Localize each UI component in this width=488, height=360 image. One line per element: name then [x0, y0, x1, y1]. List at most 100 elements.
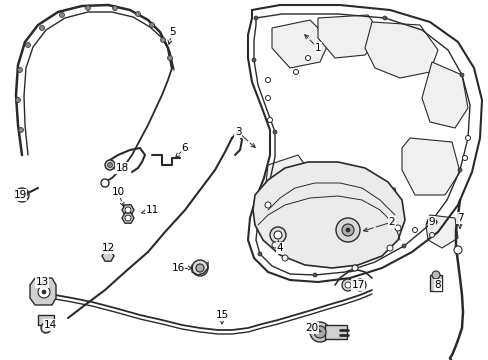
Circle shape [261, 198, 264, 202]
Circle shape [309, 322, 329, 342]
Text: 7: 7 [456, 213, 462, 223]
Circle shape [431, 271, 439, 279]
Circle shape [341, 279, 353, 291]
Circle shape [453, 246, 461, 254]
Circle shape [345, 282, 350, 288]
Text: 18: 18 [115, 163, 128, 173]
Circle shape [375, 246, 380, 251]
Polygon shape [122, 213, 134, 223]
Bar [38, 315, 54, 325]
Polygon shape [122, 205, 134, 215]
Circle shape [105, 245, 111, 251]
Circle shape [465, 135, 469, 140]
Polygon shape [421, 62, 467, 128]
Polygon shape [426, 218, 436, 226]
Text: 9: 9 [428, 217, 434, 227]
Circle shape [42, 290, 46, 294]
Circle shape [359, 246, 364, 251]
Bar [429, 275, 441, 291]
Circle shape [196, 264, 203, 272]
Circle shape [192, 260, 207, 276]
Circle shape [346, 228, 349, 232]
Circle shape [18, 68, 22, 72]
Circle shape [462, 156, 467, 161]
Circle shape [394, 225, 400, 231]
Text: 13: 13 [35, 277, 48, 287]
Text: 16: 16 [171, 263, 184, 273]
Polygon shape [102, 251, 114, 261]
Circle shape [19, 127, 23, 132]
Circle shape [351, 265, 357, 271]
Circle shape [125, 215, 131, 221]
Bar [325, 325, 346, 339]
Circle shape [40, 26, 44, 31]
Text: 14: 14 [43, 320, 57, 330]
Text: 4: 4 [276, 243, 283, 253]
Circle shape [41, 323, 51, 333]
Circle shape [19, 192, 25, 198]
Circle shape [253, 16, 258, 20]
Circle shape [149, 22, 154, 27]
Circle shape [412, 228, 417, 233]
Text: 3: 3 [234, 127, 241, 137]
Circle shape [428, 233, 434, 238]
Text: 5: 5 [168, 27, 175, 37]
Text: 11: 11 [145, 205, 158, 215]
Polygon shape [252, 162, 404, 268]
Circle shape [356, 282, 362, 288]
Circle shape [25, 42, 30, 48]
Polygon shape [317, 15, 381, 58]
Circle shape [267, 117, 272, 122]
Circle shape [401, 244, 405, 248]
Text: 20: 20 [305, 323, 318, 333]
Circle shape [341, 224, 353, 236]
Polygon shape [271, 20, 329, 68]
Circle shape [459, 73, 463, 77]
Circle shape [282, 255, 287, 261]
Circle shape [342, 243, 347, 248]
Circle shape [382, 16, 386, 20]
Circle shape [265, 95, 270, 100]
Circle shape [312, 273, 316, 277]
Circle shape [112, 5, 117, 10]
Circle shape [167, 55, 172, 60]
Circle shape [60, 13, 64, 18]
Circle shape [160, 37, 165, 42]
Circle shape [269, 227, 285, 243]
Circle shape [101, 179, 109, 187]
Circle shape [105, 160, 115, 170]
Circle shape [353, 279, 365, 291]
Text: 2: 2 [388, 217, 394, 227]
Circle shape [38, 286, 50, 298]
Text: 17: 17 [351, 280, 364, 290]
Circle shape [107, 162, 112, 167]
Polygon shape [425, 215, 457, 248]
Circle shape [457, 168, 461, 172]
Circle shape [264, 202, 270, 208]
Polygon shape [347, 188, 399, 238]
Circle shape [273, 231, 282, 239]
Circle shape [258, 252, 262, 256]
Polygon shape [30, 278, 56, 305]
Circle shape [251, 58, 256, 62]
Circle shape [428, 220, 434, 225]
Circle shape [125, 207, 131, 213]
Text: 19: 19 [13, 190, 26, 200]
Text: 12: 12 [101, 243, 114, 253]
Text: 8: 8 [434, 280, 440, 290]
Text: 1: 1 [314, 43, 321, 53]
Circle shape [386, 245, 392, 251]
Polygon shape [102, 243, 114, 253]
Circle shape [271, 242, 278, 248]
Text: 10: 10 [111, 187, 124, 197]
Circle shape [135, 12, 140, 17]
Text: 6: 6 [182, 143, 188, 153]
Circle shape [85, 5, 90, 10]
Circle shape [293, 69, 298, 75]
Polygon shape [364, 22, 437, 78]
Polygon shape [401, 138, 459, 195]
Circle shape [272, 130, 276, 134]
Text: 15: 15 [215, 310, 228, 320]
Circle shape [265, 77, 270, 82]
Polygon shape [264, 155, 311, 210]
